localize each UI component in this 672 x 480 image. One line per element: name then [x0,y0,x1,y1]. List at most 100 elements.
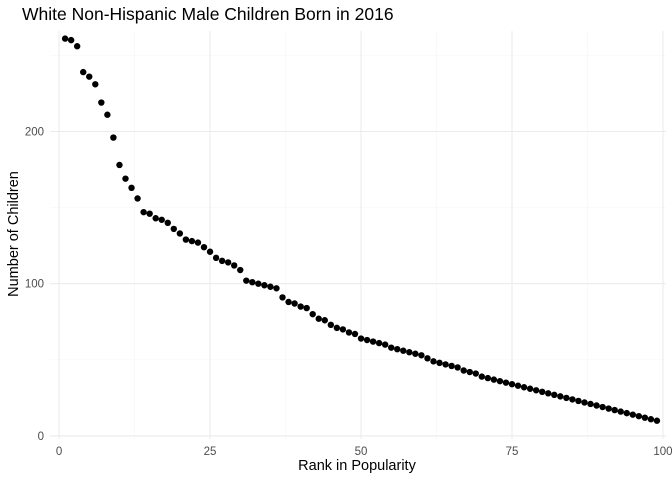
x-tick-label: 0 [56,446,62,458]
data-point [152,215,159,222]
grid-lines [50,31,666,439]
data-point [599,403,606,411]
data-point [73,43,81,50]
y-tick-label: 0 [38,431,44,443]
x-tick-label: 50 [355,446,368,458]
data-point [381,341,389,348]
data-point [116,161,123,169]
data-point [249,278,256,286]
data-point [104,111,111,118]
data-point [581,399,588,406]
data-point [273,285,280,292]
data-point [436,359,443,367]
data-point [484,374,492,382]
data-point [128,184,135,192]
data-point [170,225,178,233]
data-point [502,379,510,386]
y-tick-label: 200 [25,126,44,138]
data-point [182,236,190,243]
data-point [430,358,437,365]
data-point [218,257,226,265]
data-point [188,237,196,245]
data-point [532,387,540,394]
data-point [146,210,153,217]
data-point [363,336,371,344]
data-point [92,81,99,88]
data-point [563,394,570,402]
data-point [460,367,467,374]
data-points [61,35,661,424]
data-point [369,338,377,345]
data-point [267,283,274,290]
data-point [412,350,419,357]
data-point [67,36,75,44]
data-point [333,324,341,332]
data-point [520,384,528,391]
data-point [442,361,449,368]
data-point [629,411,636,418]
data-point [158,216,165,223]
data-point [86,73,93,80]
data-point [200,243,208,251]
data-point [418,352,425,359]
data-point [496,377,504,385]
data-point [243,277,250,284]
data-point [641,414,649,421]
data-point [653,417,661,424]
data-point [303,304,310,312]
data-point [647,416,655,423]
data-point [212,254,220,262]
data-point [593,402,600,409]
data-point [110,134,117,141]
chart-title: White Non-Hispanic Male Children Born in… [22,4,394,24]
data-point [635,412,643,420]
data-point [309,310,316,318]
data-point [327,321,335,329]
data-point [122,175,129,182]
data-point [230,262,238,269]
x-tick-label: 75 [506,446,519,458]
data-point [424,355,431,362]
data-point [551,391,558,399]
data-point [538,388,546,396]
data-point [400,347,407,354]
data-point [623,409,630,417]
data-point [339,326,347,333]
data-point [508,380,516,388]
data-point [255,280,262,287]
data-point [478,373,486,380]
data-point [297,303,304,310]
data-point [490,376,498,383]
data-point [472,370,479,377]
x-axis-title: Rank in Popularity [298,458,416,474]
x-axis-tick-labels: 0 25 50 75 100 [56,446,672,458]
data-point [291,300,298,307]
data-point [279,294,286,301]
data-point [454,364,461,371]
x-tick-label: 100 [653,446,672,458]
data-point [194,239,202,246]
data-point [388,344,395,351]
data-point [611,406,618,414]
y-tick-label: 100 [25,279,44,291]
y-axis-tick-labels: 0 100 200 [25,126,44,442]
data-point [526,385,534,392]
data-point [448,362,455,370]
data-point [357,335,365,342]
data-point [176,230,184,237]
data-point [164,219,171,227]
data-point [315,315,322,322]
data-point [605,405,612,412]
data-point [285,298,292,306]
data-point [140,208,147,216]
data-point [587,400,594,408]
data-point [237,266,244,274]
data-point [557,393,564,400]
data-point [394,345,401,353]
data-point [206,248,214,255]
data-point [321,317,328,324]
data-point [545,390,552,397]
data-point [575,397,582,405]
data-point [617,408,624,415]
